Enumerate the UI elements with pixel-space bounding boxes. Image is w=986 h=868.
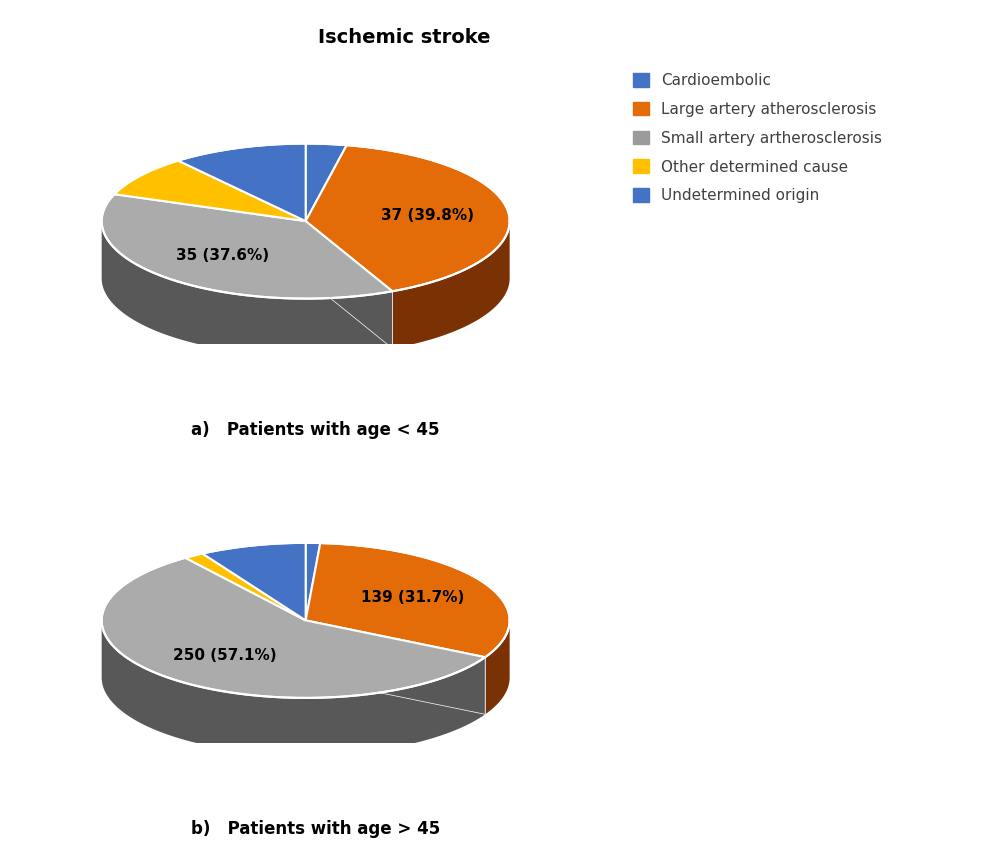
Polygon shape: [178, 143, 306, 221]
Polygon shape: [306, 221, 392, 348]
Legend: Cardioembolic, Large artery atherosclerosis, Small artery artherosclerosis, Othe: Cardioembolic, Large artery atherosclero…: [629, 69, 886, 208]
Polygon shape: [306, 543, 510, 657]
Polygon shape: [485, 621, 510, 714]
Polygon shape: [306, 621, 485, 714]
Polygon shape: [306, 542, 320, 621]
Polygon shape: [306, 221, 392, 348]
Polygon shape: [306, 143, 347, 221]
Text: 250 (57.1%): 250 (57.1%): [174, 648, 277, 663]
Polygon shape: [102, 621, 485, 755]
Polygon shape: [102, 221, 392, 356]
Polygon shape: [102, 558, 485, 698]
Text: Ischemic stroke: Ischemic stroke: [318, 28, 490, 47]
Text: b)   Patients with age > 45: b) Patients with age > 45: [191, 820, 440, 838]
Polygon shape: [114, 161, 306, 221]
Text: 37 (39.8%): 37 (39.8%): [381, 208, 473, 223]
Text: 139 (31.7%): 139 (31.7%): [361, 590, 464, 606]
Polygon shape: [306, 621, 485, 714]
Polygon shape: [202, 542, 306, 621]
Polygon shape: [102, 194, 392, 299]
Text: a)   Patients with age < 45: a) Patients with age < 45: [191, 421, 440, 439]
Polygon shape: [306, 145, 510, 292]
Polygon shape: [185, 554, 306, 621]
Polygon shape: [392, 221, 510, 348]
Text: 35 (37.6%): 35 (37.6%): [176, 248, 269, 263]
